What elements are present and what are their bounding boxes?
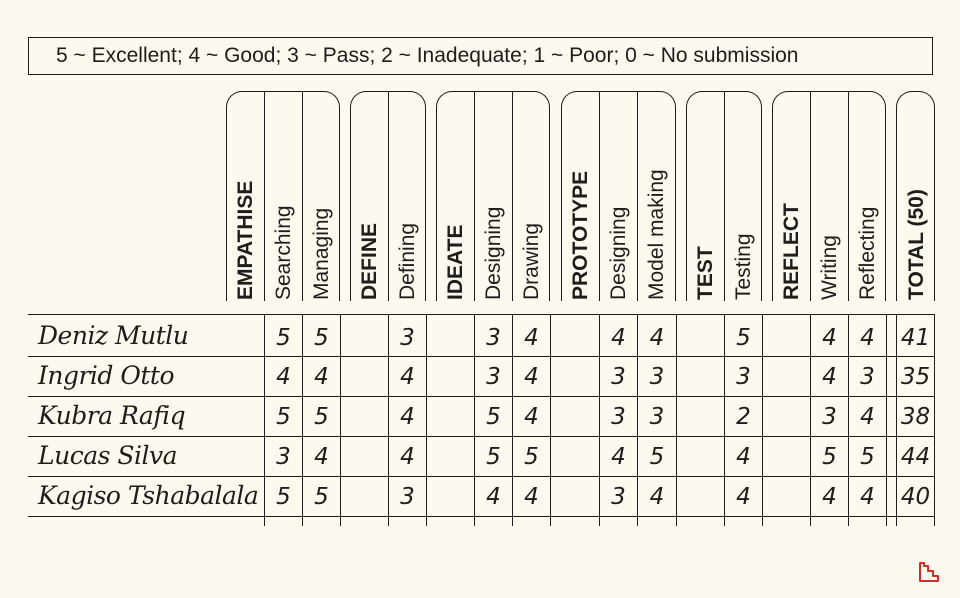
grading-legend: 5 ~ Excellent; 4 ~ Good; 3 ~ Pass; 2 ~ I…	[28, 37, 933, 75]
corner-logo-icon	[919, 562, 939, 582]
score-writing: 4	[822, 364, 837, 390]
score-searching: 5	[276, 484, 291, 510]
header-searching: Searching	[272, 205, 295, 300]
group-empathise	[226, 91, 340, 301]
score-designing-prototype: 3	[611, 484, 626, 510]
group-ideate	[436, 91, 550, 301]
score-testing: 4	[736, 444, 751, 470]
score-managing: 5	[314, 325, 329, 351]
score-designing-prototype: 3	[611, 364, 626, 390]
score-drawing: 4	[524, 364, 539, 390]
score-drawing: 5	[524, 444, 539, 470]
score-searching: 5	[276, 325, 291, 351]
header-managing: Managing	[310, 207, 333, 300]
score-designing-ideate: 4	[486, 484, 501, 510]
score-total: 40	[900, 484, 931, 510]
score-managing: 4	[314, 364, 329, 390]
group-total	[896, 91, 935, 301]
score-defining: 3	[400, 325, 415, 351]
header-drawing: Drawing	[520, 222, 543, 300]
header-reflect: REFLECT	[780, 203, 803, 300]
student-name: Kagiso Tshabalala	[38, 481, 259, 510]
student-name: Ingrid Otto	[38, 361, 175, 390]
score-drawing: 4	[524, 325, 539, 351]
score-designing-ideate: 3	[486, 325, 501, 351]
score-defining: 4	[400, 364, 415, 390]
group-reflect	[772, 91, 886, 301]
score-testing: 5	[736, 325, 751, 351]
score-testing: 4	[736, 484, 751, 510]
header-empathise: EMPATHISE	[234, 180, 257, 300]
group-prototype	[561, 91, 676, 301]
student-name: Lucas Silva	[38, 441, 178, 470]
score-defining: 4	[400, 444, 415, 470]
score-designing-prototype: 4	[611, 325, 626, 351]
score-reflecting: 4	[860, 325, 875, 351]
header-model-making: Model making	[645, 169, 668, 300]
score-designing-ideate: 5	[486, 404, 501, 430]
header-test: TEST	[694, 246, 717, 300]
score-model-making: 4	[649, 484, 665, 510]
score-reflecting: 4	[860, 404, 875, 430]
score-designing-ideate: 3	[486, 364, 501, 390]
score-total: 41	[900, 325, 931, 351]
score-defining: 3	[400, 484, 415, 510]
score-writing: 4	[822, 484, 837, 510]
student-name: Kubra Rafiq	[38, 401, 186, 430]
header-total: TOTAL (50)	[905, 189, 928, 300]
score-searching: 3	[276, 444, 291, 470]
score-managing: 4	[314, 444, 329, 470]
header-define: DEFINE	[358, 222, 381, 300]
score-total: 38	[900, 404, 931, 430]
score-managing: 5	[314, 404, 329, 430]
student-name: Deniz Mutlu	[38, 321, 189, 350]
score-writing: 5	[822, 444, 837, 470]
score-model-making: 5	[649, 444, 665, 470]
header-prototype: PROTOTYPE	[569, 170, 592, 300]
score-managing: 5	[314, 484, 329, 510]
score-model-making: 3	[649, 404, 665, 430]
score-drawing: 4	[524, 404, 539, 430]
score-defining: 4	[400, 404, 415, 430]
header-ideate: IDEATE	[444, 224, 467, 300]
score-designing-prototype: 3	[611, 404, 626, 430]
score-designing-prototype: 4	[611, 444, 626, 470]
score-model-making: 3	[649, 364, 665, 390]
score-reflecting: 5	[860, 444, 875, 470]
header-testing: Testing	[732, 233, 755, 300]
score-reflecting: 4	[860, 484, 875, 510]
score-searching: 5	[276, 404, 291, 430]
score-writing: 4	[822, 325, 837, 351]
score-testing: 3	[736, 364, 751, 390]
score-total: 44	[900, 444, 931, 470]
score-total: 35	[900, 364, 931, 390]
score-testing: 2	[736, 404, 751, 430]
score-drawing: 4	[524, 484, 539, 510]
score-model-making: 4	[649, 325, 665, 351]
header-writing: Writing	[818, 235, 841, 300]
score-designing-ideate: 5	[486, 444, 501, 470]
header-defining: Defining	[396, 222, 419, 300]
score-searching: 4	[276, 364, 291, 390]
score-writing: 3	[822, 404, 837, 430]
header-designing-ideate: Designing	[482, 206, 505, 300]
score-reflecting: 3	[860, 364, 875, 390]
header-reflecting: Reflecting	[856, 206, 879, 300]
header-designing-prototype: Designing	[607, 206, 630, 300]
